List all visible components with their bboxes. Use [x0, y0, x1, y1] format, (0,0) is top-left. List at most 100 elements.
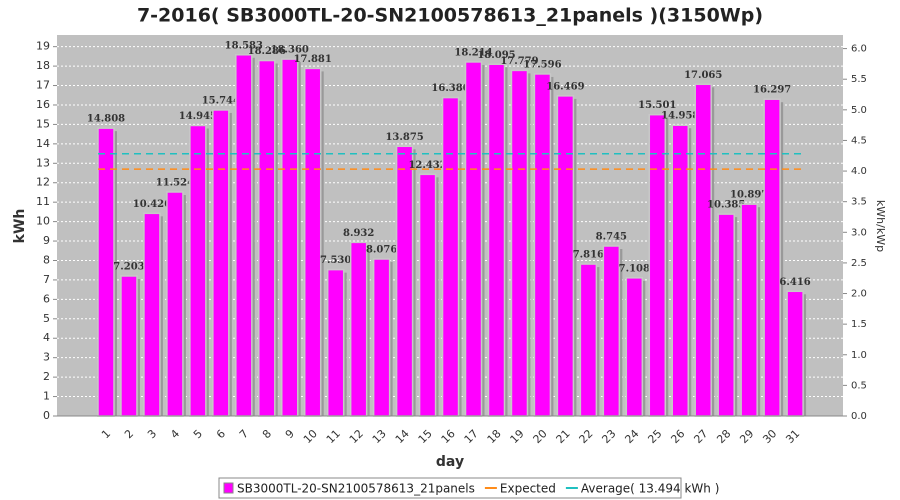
y-tick-label: 7 — [43, 273, 50, 286]
bar — [326, 268, 345, 417]
value-label: 18.286 — [248, 46, 286, 57]
legend-swatch — [223, 482, 234, 494]
y-tick-label: 15 — [36, 117, 50, 130]
y2-tick-label: 3.5 — [851, 197, 867, 208]
y2-tick-label: 5.0 — [851, 105, 867, 116]
y-axis-label: kWh — [12, 209, 28, 244]
x-tick-label: 14 — [393, 427, 412, 446]
y2-tick-label: 3.0 — [851, 227, 867, 238]
bar — [464, 61, 483, 417]
bar — [441, 96, 460, 417]
bar — [648, 113, 667, 417]
x-axis-label: day — [436, 454, 464, 470]
legend-label: Expected — [500, 482, 556, 496]
bar — [786, 290, 804, 417]
x-tick-label: 31 — [783, 427, 802, 446]
bar — [120, 275, 138, 417]
value-label: 8.076 — [366, 245, 397, 256]
x-tick-label: 13 — [370, 427, 389, 446]
y2-tick-label: 0.5 — [851, 380, 867, 391]
legend-label: SB3000TL-20-SN2100578613_21panels — [237, 482, 475, 496]
bar — [166, 191, 184, 417]
bar — [281, 58, 299, 417]
x-tick-label: 3 — [145, 427, 159, 441]
x-tick-label: 21 — [554, 427, 573, 446]
bar — [625, 277, 644, 417]
value-label: 6.416 — [779, 277, 810, 288]
y-tick-label: 18 — [36, 59, 50, 72]
y2-tick-label: 4.5 — [851, 135, 867, 146]
y-tick-label: 12 — [36, 176, 50, 189]
x-tick-label: 12 — [347, 427, 366, 446]
x-tick-label: 15 — [416, 427, 435, 446]
value-label: 18.360 — [271, 45, 309, 56]
value-label: 16.380 — [431, 83, 469, 94]
y2-tick-label: 4.0 — [851, 166, 867, 177]
bar — [763, 98, 781, 417]
x-tick-label: 19 — [508, 427, 527, 446]
y-tick-label: 8 — [43, 253, 50, 266]
value-label: 14.945 — [179, 111, 217, 122]
bar — [418, 173, 437, 417]
bar — [143, 212, 161, 417]
x-tick-label: 11 — [324, 427, 343, 446]
value-label: 10.897 — [730, 190, 768, 201]
x-tick-label: 17 — [462, 427, 481, 446]
value-label: 8.745 — [596, 232, 627, 243]
legend — [218, 477, 682, 499]
y2-tick-label: 5.5 — [851, 74, 867, 85]
bar — [97, 127, 115, 417]
bar — [694, 83, 712, 417]
x-tick-label: 8 — [260, 427, 274, 441]
x-tick-label: 26 — [668, 427, 687, 446]
y-tick-label: 19 — [36, 40, 50, 53]
value-label: 10.426 — [133, 199, 171, 210]
value-label: 13.875 — [385, 132, 423, 143]
bar — [349, 241, 368, 417]
bar — [235, 54, 253, 417]
value-label: 17.596 — [523, 59, 561, 70]
x-tick-label: 1 — [99, 427, 113, 441]
value-label: 15.744 — [202, 95, 240, 106]
y-tick-label: 1 — [43, 390, 50, 403]
y2-tick-label: 1.5 — [851, 319, 867, 330]
bar — [487, 63, 506, 417]
y-tick-label: 16 — [36, 98, 50, 111]
bar — [556, 95, 575, 417]
value-label: 18.583 — [225, 40, 263, 51]
x-tick-label: 5 — [191, 427, 205, 441]
bar — [372, 258, 391, 417]
x-tick-label: 27 — [691, 427, 710, 446]
value-label: 16.469 — [546, 81, 584, 92]
x-tick-label: 16 — [439, 427, 458, 446]
y-tick-label: 6 — [43, 292, 50, 305]
x-tick-label: 18 — [485, 427, 504, 446]
value-label: 7.816 — [573, 250, 604, 261]
x-tick-label: 20 — [531, 427, 550, 446]
x-tick-label: 24 — [622, 427, 641, 446]
value-label: 17.779 — [500, 56, 538, 67]
value-label: 12.432 — [408, 160, 446, 171]
y2-tick-label: 1.0 — [851, 350, 867, 361]
x-tick-label: 9 — [283, 427, 297, 441]
value-label: 11.524 — [156, 177, 194, 188]
x-tick-label: 10 — [301, 427, 320, 446]
value-label: 7.108 — [619, 263, 650, 274]
y-tick-label: 14 — [36, 137, 50, 150]
value-label: 18.214 — [454, 47, 492, 58]
x-tick-label: 25 — [645, 427, 664, 446]
y-tick-label: 9 — [43, 234, 50, 247]
bar — [602, 245, 621, 417]
y-tick-label: 11 — [36, 195, 50, 208]
value-label: 7.203 — [113, 261, 144, 272]
value-label: 17.065 — [684, 70, 722, 81]
x-tick-label: 23 — [599, 427, 618, 446]
value-label: 14.958 — [661, 111, 699, 122]
bar — [303, 67, 322, 417]
y-tick-label: 2 — [43, 370, 50, 383]
y-tick-label: 13 — [36, 156, 50, 169]
x-tick-label: 7 — [237, 427, 251, 441]
y-tick-label: 0 — [43, 409, 50, 422]
y-tick-label: 17 — [36, 79, 50, 92]
